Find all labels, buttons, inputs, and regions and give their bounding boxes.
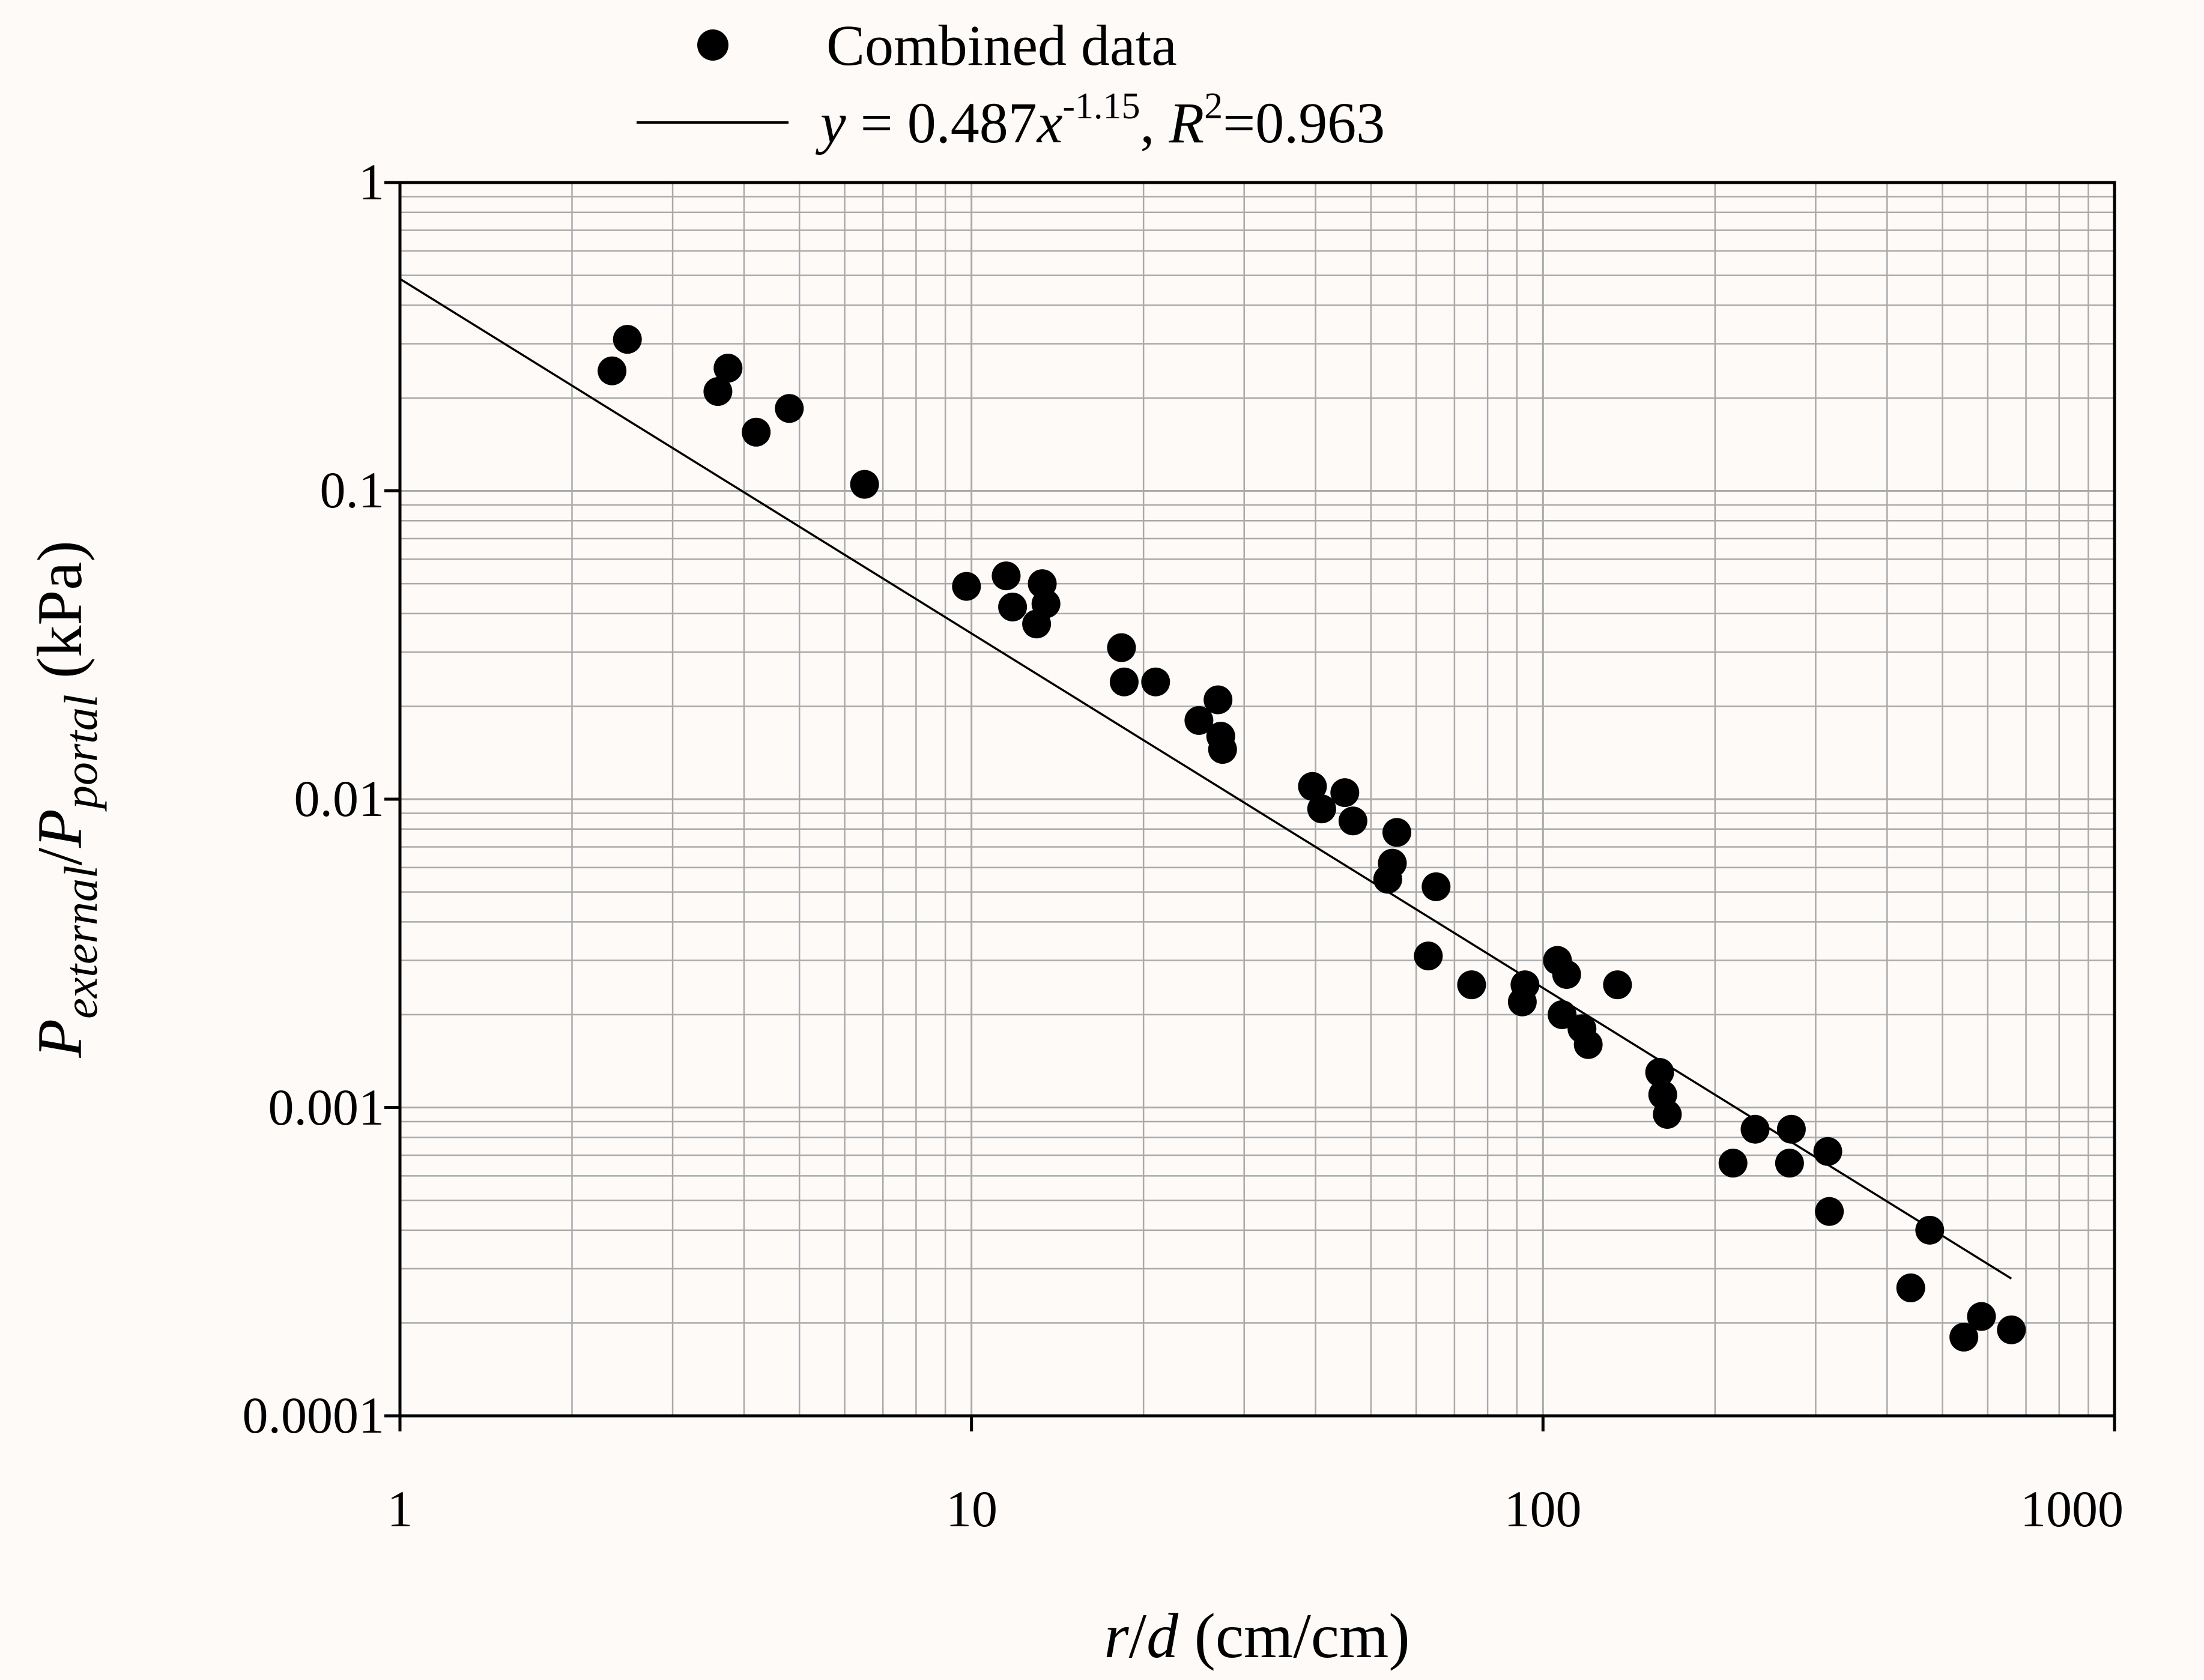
data-point — [1107, 633, 1136, 662]
data-point — [1573, 1030, 1603, 1059]
data-point — [1776, 1114, 1806, 1144]
y-tick-label-0.1: 0.1 — [320, 461, 385, 519]
data-point — [1967, 1302, 1996, 1331]
data-point — [1997, 1315, 2026, 1344]
data-point — [1031, 589, 1061, 618]
y-tick-labels: 1 0.1 0.01 0.001 0.0001 — [243, 153, 385, 1444]
axis-ticks — [384, 181, 2116, 1431]
data-point — [1208, 735, 1237, 764]
data-point — [1645, 1057, 1674, 1087]
data-point — [1603, 970, 1632, 1000]
data-point — [1740, 1114, 1770, 1144]
data-point — [713, 354, 743, 383]
data-point — [1382, 818, 1411, 847]
data-point — [1510, 970, 1540, 1000]
data-point — [1338, 806, 1367, 836]
y-tick-label-0.001: 0.001 — [268, 1078, 385, 1136]
data-point — [742, 417, 771, 447]
fit-line — [399, 277, 2012, 1280]
data-point — [613, 325, 642, 354]
y-tick-label-0.0001: 0.0001 — [243, 1386, 385, 1444]
data-point — [1298, 772, 1327, 801]
data-point — [1203, 685, 1233, 715]
data-point — [952, 572, 981, 601]
fit-line-group — [399, 277, 2012, 1280]
data-point — [1653, 1099, 1682, 1129]
y-axis-title: Pexternal/Pportal (kPa) — [25, 540, 107, 1058]
x-tick-label-1: 1 — [387, 1480, 413, 1538]
legend: Combined data y = 0.487x-1.15, R2=0.963 — [637, 13, 1385, 155]
data-point — [1949, 1322, 1979, 1352]
data-point — [1184, 706, 1214, 735]
data-point — [598, 356, 627, 385]
data-point — [1141, 667, 1170, 696]
x-axis-title: r/d (cm/cm) — [1104, 1601, 1409, 1671]
data-point — [1378, 848, 1407, 878]
legend-marker-combined-data — [697, 29, 728, 61]
data-point — [703, 377, 733, 406]
data-point — [1330, 778, 1360, 808]
data-point — [1421, 872, 1451, 901]
data-point — [1307, 794, 1336, 824]
data-point — [850, 470, 879, 499]
x-tick-label-100: 100 — [1504, 1480, 1582, 1538]
data-point — [1775, 1149, 1804, 1178]
data-point — [1896, 1273, 1925, 1302]
data-point — [1915, 1215, 1945, 1245]
legend-label-fit: y = 0.487x-1.15, R2=0.963 — [815, 86, 1385, 155]
data-point — [1414, 941, 1443, 971]
legend-label-combined-data: Combined data — [826, 13, 1177, 77]
y-tick-label-1: 1 — [359, 153, 384, 211]
data-point — [1109, 667, 1139, 696]
y-tick-label-0.01: 0.01 — [294, 770, 385, 827]
data-point — [1718, 1149, 1748, 1178]
x-tick-label-10: 10 — [946, 1480, 998, 1538]
data-points — [598, 325, 2026, 1352]
data-point — [775, 394, 804, 423]
x-tick-label-1000: 1000 — [2020, 1480, 2124, 1538]
data-point — [1548, 1000, 1577, 1029]
data-point — [991, 561, 1021, 591]
data-point — [1552, 959, 1581, 989]
data-point — [1813, 1137, 1842, 1166]
data-point — [1457, 970, 1486, 1000]
data-point — [998, 592, 1028, 621]
x-tick-labels: 1 10 100 1000 — [387, 1480, 2124, 1538]
data-point — [1815, 1197, 1844, 1226]
